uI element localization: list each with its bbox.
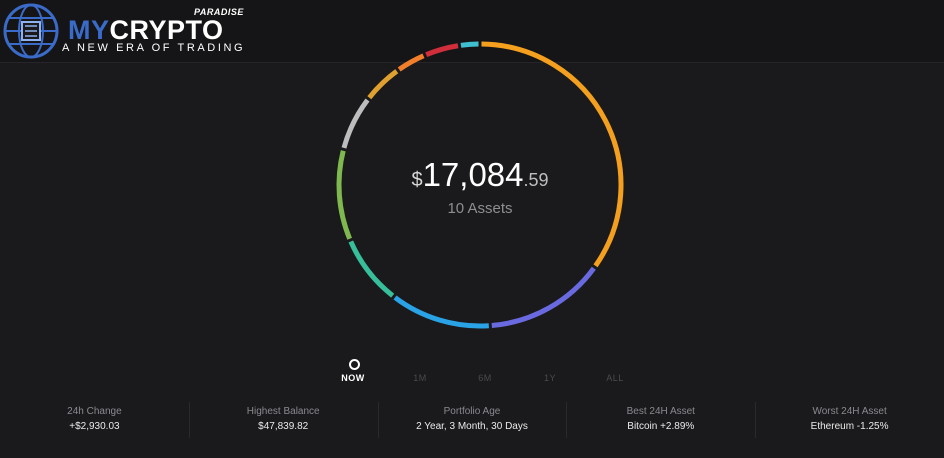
stat-highest-balance: Highest Balance $47,839.82 — [188, 396, 378, 446]
stat-value: Ethereum -1.25% — [810, 421, 889, 432]
donut-svg — [336, 41, 624, 329]
range-option-now[interactable]: NOW — [341, 373, 365, 383]
donut-segment-2[interactable] — [393, 295, 489, 329]
asset-count: 10 Assets — [447, 200, 513, 217]
donut-segment-5[interactable] — [341, 98, 370, 149]
donut-segment-9[interactable] — [460, 41, 479, 48]
stat-label: Best 24H Asset — [626, 406, 695, 417]
stat-value: +$2,930.03 — [69, 421, 120, 432]
brand-superscript: PARADISE — [194, 7, 244, 17]
range-option-1m[interactable]: 1M — [413, 373, 427, 383]
donut-segment-6[interactable] — [367, 69, 399, 100]
portfolio-total-value: $17,084.59 — [330, 156, 630, 194]
stat-value: $47,839.82 — [258, 421, 309, 432]
brand-name-part1: MY — [68, 15, 110, 45]
stat-value: Bitcoin +2.89% — [627, 421, 695, 432]
stat-portfolio-age: Portfolio Age 2 Year, 3 Month, 30 Days — [377, 396, 567, 446]
stat-label: 24h Change — [67, 406, 122, 417]
donut-segment-8[interactable] — [425, 43, 459, 57]
donut-segment-4[interactable] — [336, 150, 352, 240]
currency-symbol: $ — [411, 169, 423, 191]
brand-logo[interactable]: PARADISE MYCRYPTO A NEW ERA OF TRADING — [2, 2, 243, 60]
brand-name: MYCRYPTO — [68, 15, 224, 46]
top-bar: PARADISE MYCRYPTO A NEW ERA OF TRADING — [0, 0, 944, 63]
time-range-selector: NOW 1M 6M 1Y ALL — [320, 356, 640, 386]
donut-segment-3[interactable] — [348, 240, 395, 298]
brand-name-part2: CRYPTO — [109, 15, 224, 45]
stat-worst-24h-asset: Worst 24H Asset Ethereum -1.25% — [755, 396, 944, 446]
value-integer: 17,084 — [422, 156, 524, 193]
range-option-1y[interactable]: 1Y — [543, 373, 556, 383]
portfolio-stats-row: 24h Change +$2,930.03 Highest Balance $4… — [0, 396, 944, 446]
portfolio-donut-chart: $17,084.59 10 Assets — [330, 26, 630, 346]
selected-range-indicator-icon — [349, 359, 360, 370]
donut-segment-0[interactable] — [481, 41, 624, 268]
range-option-6m[interactable]: 6M — [478, 373, 492, 383]
range-option-all[interactable]: ALL — [606, 373, 624, 383]
globe-circuit-logo-icon — [3, 3, 59, 59]
donut-segment-7[interactable] — [397, 53, 425, 72]
stat-label: Worst 24H Asset — [812, 406, 887, 417]
stat-label: Portfolio Age — [443, 406, 501, 417]
brand-text: PARADISE MYCRYPTO A NEW ERA OF TRADING — [62, 5, 243, 57]
donut-segment-1[interactable] — [491, 266, 596, 328]
value-decimal: .59 — [523, 170, 549, 190]
stat-best-24h-asset: Best 24H Asset Bitcoin +2.89% — [566, 396, 755, 446]
stat-24h-change: 24h Change +$2,930.03 — [0, 396, 189, 446]
brand-tagline: A NEW ERA OF TRADING — [62, 42, 246, 54]
stat-label: Highest Balance — [246, 406, 320, 417]
stat-value: 2 Year, 3 Month, 30 Days — [416, 421, 528, 432]
